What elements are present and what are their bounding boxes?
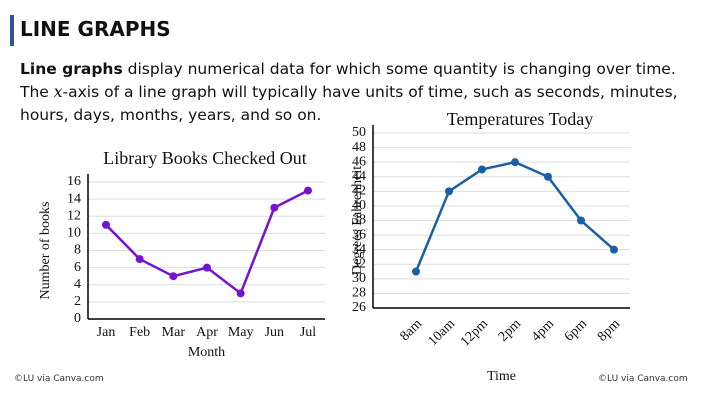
y-tick-label: 2 — [74, 294, 81, 309]
y-tick-label: 8 — [74, 243, 81, 258]
x-tick-label: Jul — [300, 325, 316, 340]
y-tick-label: 46 — [352, 154, 366, 169]
x-tick-label: 6pm — [562, 316, 590, 344]
x-tick-label: 2pm — [496, 316, 524, 344]
slide-title: LINE GRAPHS — [20, 17, 171, 41]
math-var: x — [53, 83, 63, 101]
y-axis-label: Degrees Fahrenheit — [350, 166, 365, 275]
data-point — [478, 165, 486, 174]
x-tick-label: Apr — [196, 325, 218, 340]
y-tick-label: 36 — [352, 227, 366, 242]
y-tick-label: 16 — [67, 174, 81, 189]
data-point — [236, 289, 245, 298]
data-point — [135, 255, 144, 264]
y-tick-label: 50 — [352, 125, 366, 140]
x-tick-label: Mar — [162, 325, 186, 340]
y-tick-label: 0 — [74, 311, 81, 326]
text: display numerical data for which some qu… — [20, 60, 676, 101]
y-tick-label: 26 — [352, 300, 366, 315]
y-tick-label: 34 — [352, 242, 366, 257]
x-tick-label: 8am — [397, 316, 425, 344]
y-tick-label: 30 — [352, 271, 366, 286]
text: -axis of a line graph will typically hav… — [20, 83, 678, 124]
y-tick-label: 4 — [74, 277, 81, 292]
data-point — [169, 272, 178, 281]
y-tick-label: 42 — [352, 184, 366, 199]
data-point — [577, 216, 585, 225]
y-tick-label: 40 — [352, 198, 366, 213]
x-tick-label: Jun — [265, 325, 284, 340]
x-tick-label: 10am — [426, 316, 459, 349]
y-tick-label: 32 — [352, 256, 366, 271]
paragraph: Line graphs display numerical data for w… — [20, 58, 680, 127]
y-tick-label: 10 — [67, 226, 81, 241]
x-tick-label: 4pm — [529, 316, 557, 344]
y-tick-label: 38 — [352, 213, 366, 228]
bold-term: Line graphs — [20, 60, 123, 78]
chart-title: Library Books Checked Out — [103, 148, 306, 168]
y-tick-label: 6 — [74, 260, 81, 275]
data-point — [445, 187, 453, 196]
data-point — [102, 220, 110, 229]
credit: ©LU via Canva.com — [14, 374, 104, 384]
chart-title: Temperatures Today — [447, 109, 594, 129]
data-point — [203, 263, 211, 272]
data-point — [270, 203, 279, 212]
y-tick-label: 28 — [352, 286, 366, 301]
y-tick-label: 44 — [352, 169, 366, 184]
x-tick-label: Jan — [97, 325, 116, 340]
credit: ©LU via Canva.com — [598, 374, 688, 384]
data-point — [610, 245, 618, 254]
x-tick-label: May — [228, 325, 254, 340]
data-point — [412, 267, 420, 276]
x-tick-label: 12pm — [458, 316, 491, 349]
y-tick-label: 14 — [67, 191, 81, 206]
y-tick-label: 48 — [352, 140, 366, 155]
y-tick-label: 12 — [67, 208, 81, 223]
data-line — [414, 160, 615, 273]
data-point — [511, 158, 519, 167]
x-tick-label: 8pm — [595, 316, 623, 344]
accent-bar — [10, 15, 14, 46]
x-tick-label: Feb — [129, 325, 150, 340]
data-point — [544, 172, 552, 181]
data-point — [304, 186, 312, 195]
x-axis-label: Month — [188, 345, 225, 360]
y-axis-label: Number of books — [38, 202, 53, 300]
x-axis-label: Time — [487, 369, 516, 384]
